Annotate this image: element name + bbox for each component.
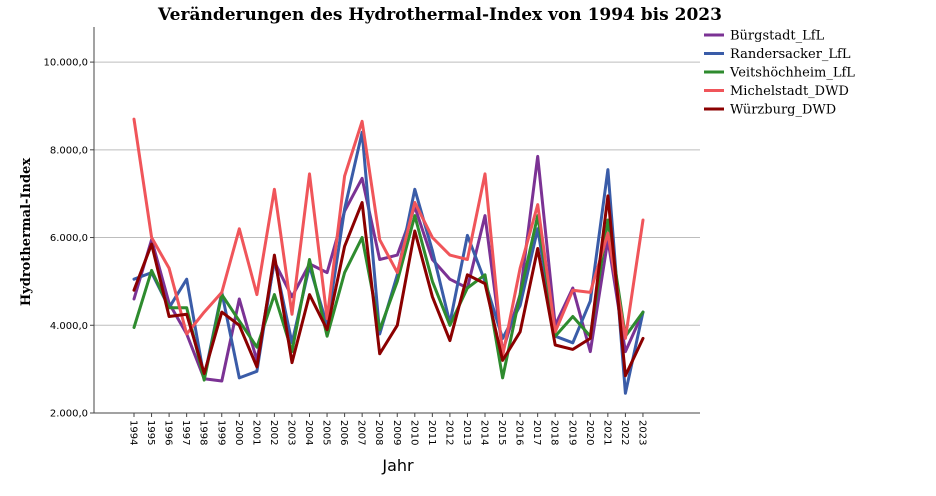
series-line-veitsh-chheim-lfl: [132, 214, 645, 382]
x-tick-label: 2006: [338, 420, 349, 445]
x-tick-label: 2017: [531, 420, 542, 445]
x-tick-label: 1999: [215, 420, 226, 445]
x-tick-label: 2011: [426, 420, 437, 445]
x-tick-labels: 1994 1995 1996 1997 1998 1999 2000 2001 2002 2003…: [128, 420, 648, 445]
x-tick-label: 2008: [373, 420, 384, 445]
x-tick-label: 2023: [636, 420, 647, 445]
series-lines: [132, 117, 645, 395]
series-line-w-rzburg-dwd: [132, 194, 645, 378]
x-tick-label: 2014: [479, 420, 490, 445]
y-axis-label: Hydrothermal-Index: [19, 158, 34, 306]
y-tick-label: 10.000,0: [43, 58, 88, 69]
x-tick-label: 2015: [496, 420, 507, 445]
x-tick-label: 2005: [321, 420, 332, 445]
x-tick-label: 1996: [163, 420, 174, 445]
x-tick-label: 2021: [601, 420, 612, 445]
x-tick-label: 2018: [549, 420, 560, 445]
x-tick-label: 2001: [250, 420, 261, 445]
x-tick-label: 2002: [268, 420, 279, 445]
x-tick-label: 2004: [303, 420, 314, 445]
x-tick-label: 1994: [128, 420, 139, 445]
axes: [90, 27, 700, 417]
x-tick-label: 2007: [356, 420, 367, 445]
x-tick-label: 2013: [461, 420, 472, 445]
legend-label: Veitshöchheim_LfL: [729, 66, 855, 81]
x-tick-label: 2020: [584, 420, 595, 445]
y-tick-label: 8.000,0: [50, 145, 88, 156]
chart-title: Veränderungen des Hydrothermal-Index von…: [157, 5, 722, 25]
legend: Bürgstadt_LfL Randersacker_LfL Veitshöchhe…: [704, 29, 855, 118]
x-tick-label: 1998: [198, 420, 209, 445]
y-tick-label: 2.000,0: [50, 409, 88, 420]
x-tick-label: 2016: [514, 420, 525, 445]
x-tick-label: 2012: [443, 420, 454, 445]
series-line-michelstadt-dwd: [132, 117, 645, 358]
x-tick-label: 1997: [180, 420, 191, 445]
y-tick-labels: 2.000,0 4.000,0 6.000,0 8.000,0 10.000,0: [43, 58, 88, 420]
y-tick-label: 6.000,0: [50, 233, 88, 244]
x-tick-label: 2003: [285, 420, 296, 445]
x-tick-label: 2000: [233, 420, 244, 445]
x-axis-label: Jahr: [381, 456, 414, 475]
x-tick-label: 2019: [566, 420, 577, 445]
legend-label: Randersacker_LfL: [730, 47, 851, 62]
x-tick-label: 2022: [619, 420, 630, 445]
x-tick-label: 2010: [408, 420, 419, 445]
legend-label: Bürgstadt_LfL: [730, 29, 825, 44]
legend-label: Michelstadt_DWD: [730, 84, 849, 99]
legend-label: Würzburg_DWD: [730, 103, 836, 118]
x-tick-label: 2009: [391, 420, 402, 445]
x-tick-label: 1995: [145, 420, 156, 445]
y-tick-label: 4.000,0: [50, 321, 88, 332]
